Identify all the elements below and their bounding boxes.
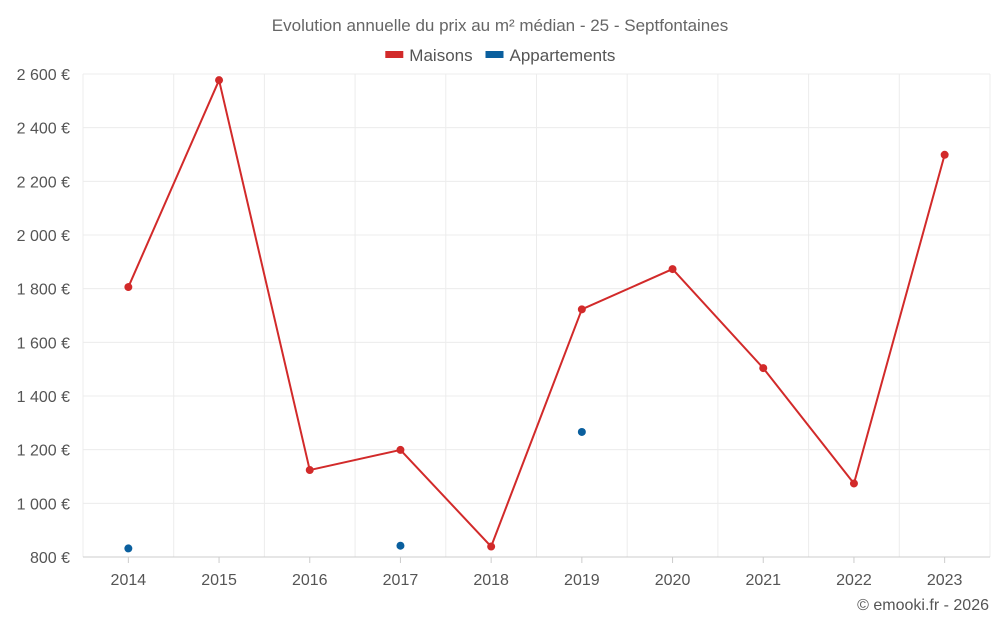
- grid-lines: [82, 73, 991, 557]
- data-point-maisons-2019[interactable]: [577, 305, 586, 314]
- x-axis: 2014 2015 2016 2017 2018 2019 2020 2021 2022 2023: [83, 556, 990, 589]
- x-tick-label: 2015: [201, 572, 237, 589]
- data-point-appartements-2014[interactable]: [124, 544, 133, 553]
- legend-item-maisons[interactable]: Maisons: [385, 46, 473, 65]
- legend-label: Appartements: [510, 46, 616, 65]
- series-line-maisons: [127, 79, 946, 548]
- y-tick-label: 2 000 €: [17, 228, 70, 245]
- legend-swatch: [485, 51, 504, 58]
- series-layer: [124, 76, 949, 553]
- chart-title: Evolution annuelle du prix au m² médian …: [272, 16, 728, 35]
- legend-item-appartements[interactable]: Appartements: [485, 46, 616, 65]
- x-tick-label: 2018: [473, 572, 509, 589]
- series-maisons: [124, 76, 949, 551]
- x-tick-label: 2014: [111, 572, 147, 589]
- y-tick-label: 2 200 €: [17, 174, 70, 191]
- data-point-maisons-2022[interactable]: [849, 479, 858, 488]
- x-tick-label: 2022: [836, 572, 872, 589]
- y-axis: 800 € 1 000 € 1 200 € 1 400 € 1 600 € 1 800 €…: [17, 67, 70, 567]
- y-tick-label: 800 €: [30, 550, 70, 567]
- copyright-credit: © emooki.fr - 2026: [857, 597, 989, 614]
- legend-swatch: [385, 51, 404, 58]
- y-tick-label: 1 600 €: [17, 335, 70, 352]
- data-point-maisons-2015[interactable]: [215, 76, 224, 85]
- y-tick-label: 1 200 €: [17, 443, 70, 460]
- data-point-maisons-2016[interactable]: [305, 466, 314, 475]
- data-point-appartements-2017[interactable]: [396, 541, 405, 550]
- data-point-maisons-2023[interactable]: [940, 150, 949, 159]
- data-point-maisons-2021[interactable]: [759, 364, 768, 373]
- data-point-appartements-2019[interactable]: [577, 427, 586, 436]
- x-tick-label: 2020: [655, 572, 691, 589]
- y-tick-label: 1 400 €: [17, 389, 70, 406]
- x-tick-label: 2021: [745, 572, 781, 589]
- y-tick-label: 1 800 €: [17, 282, 70, 299]
- y-tick-label: 1 000 €: [17, 496, 70, 513]
- x-tick-label: 2023: [927, 572, 963, 589]
- y-tick-label: 2 400 €: [17, 121, 70, 138]
- data-point-maisons-2020[interactable]: [668, 265, 677, 274]
- y-tick-label: 2 600 €: [17, 67, 70, 84]
- x-tick-label: 2019: [564, 572, 600, 589]
- legend-label: Maisons: [409, 46, 472, 65]
- data-point-maisons-2018[interactable]: [487, 542, 496, 551]
- x-tick-label: 2016: [292, 572, 328, 589]
- chart-legend: Maisons Appartements: [385, 46, 615, 65]
- x-tick-label: 2017: [383, 572, 419, 589]
- data-point-maisons-2014[interactable]: [124, 283, 133, 292]
- series-appartements: [124, 427, 586, 553]
- data-point-maisons-2017[interactable]: [396, 445, 405, 454]
